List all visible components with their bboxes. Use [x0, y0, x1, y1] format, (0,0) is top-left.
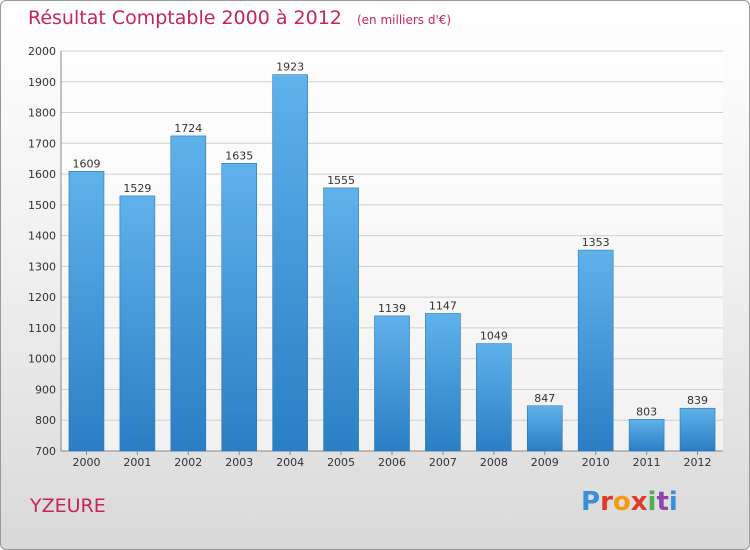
- bar-value-label: 1147: [429, 299, 457, 312]
- bar-value-label: 1353: [582, 236, 610, 249]
- bar-2010: [577, 249, 614, 452]
- city-label: YZEURE: [30, 495, 106, 517]
- bar-value-label: 1609: [72, 157, 100, 170]
- bar-2007: [425, 313, 461, 452]
- y-tick-label: 1700: [28, 137, 56, 150]
- bar-2001: [119, 195, 156, 452]
- bar-value-label: 1529: [123, 182, 151, 195]
- bar-value-label: 847: [534, 392, 555, 405]
- bar-2003: [221, 163, 258, 452]
- logo-letter: o: [612, 487, 631, 517]
- bar-2002: [170, 135, 207, 452]
- logo-letter: t: [656, 487, 669, 517]
- bar-value-label: 1724: [174, 122, 202, 135]
- bar-value-label: 1139: [378, 302, 406, 315]
- bar-value-label: 803: [636, 405, 657, 418]
- y-tick-label: 800: [35, 414, 56, 427]
- bar-2012: [679, 407, 716, 452]
- bar-value-label: 1555: [327, 174, 355, 187]
- x-tick-label: 2001: [123, 456, 151, 469]
- y-tick-label: 1200: [28, 291, 56, 304]
- y-tick-label: 900: [35, 383, 56, 396]
- chart-subtitle: (en milliers d'€): [356, 13, 452, 27]
- bar-value-label: 1923: [276, 61, 304, 74]
- logo-letter: r: [600, 487, 613, 517]
- x-tick-label: 2004: [276, 456, 304, 469]
- y-tick-label: 700: [35, 445, 56, 458]
- bar-value-label: 1049: [480, 330, 508, 343]
- logo-letter: P: [581, 487, 601, 517]
- bar-value-label: 1635: [225, 149, 253, 162]
- x-tick-label: 2006: [378, 456, 406, 469]
- y-tick-label: 1900: [28, 76, 56, 89]
- proxiti-logo: Proxiti: [581, 487, 678, 517]
- bar-2005: [323, 187, 359, 452]
- y-tick-label: 1000: [28, 353, 56, 366]
- bar-2011: [628, 419, 665, 452]
- chart-title: Résultat Comptable 2000 à 2012 (en milli…: [28, 7, 451, 29]
- bar-2008: [476, 343, 512, 452]
- x-tick-label: 2007: [429, 456, 457, 469]
- x-tick-label: 2002: [174, 456, 202, 469]
- chart-title-main: Résultat Comptable 2000 à 2012: [28, 7, 342, 29]
- x-tick-label: 2008: [480, 456, 508, 469]
- logo-letter: i: [668, 487, 678, 517]
- y-tick-label: 1800: [28, 107, 56, 120]
- y-tick-label: 1100: [28, 322, 56, 335]
- y-tick-label: 1500: [28, 199, 56, 212]
- x-tick-label: 2009: [531, 456, 559, 469]
- y-tick-label: 2000: [28, 45, 56, 58]
- bar-2000: [68, 171, 105, 452]
- x-tick-label: 2011: [633, 456, 661, 469]
- bar-2004: [272, 74, 308, 452]
- x-tick-label: 2005: [327, 456, 355, 469]
- bar-2009: [526, 405, 563, 452]
- x-tick-label: 2003: [225, 456, 253, 469]
- x-tick-label: 2012: [684, 456, 712, 469]
- y-tick-label: 1400: [28, 230, 56, 243]
- bar-2006: [374, 315, 410, 452]
- y-tick-label: 1600: [28, 168, 56, 181]
- logo-letter: i: [647, 487, 657, 517]
- x-tick-label: 2000: [72, 456, 100, 469]
- logo-letter: x: [630, 487, 648, 517]
- bar-value-label: 839: [687, 394, 708, 407]
- y-tick-label: 1300: [28, 260, 56, 273]
- x-tick-label: 2010: [582, 456, 610, 469]
